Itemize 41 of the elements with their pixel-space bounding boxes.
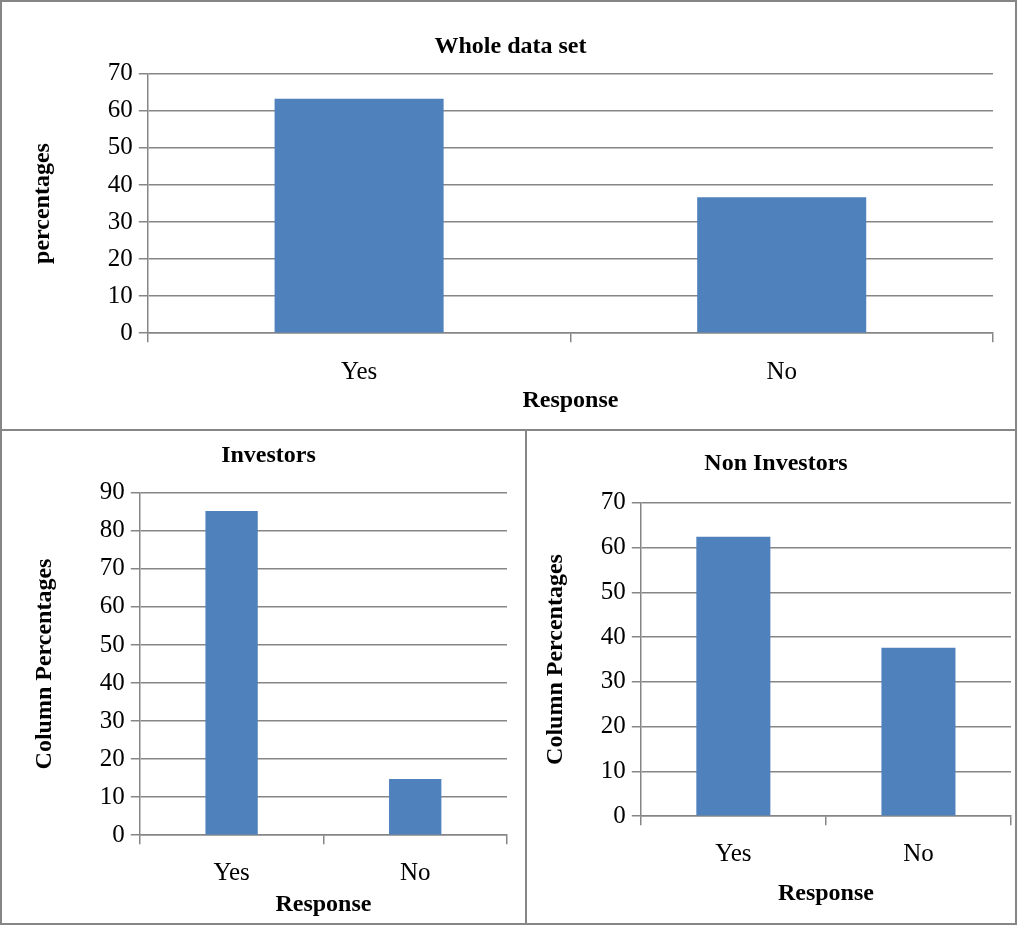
y-tick-label: 0 — [112, 819, 125, 847]
y-tick-label: 10 — [99, 781, 125, 809]
y-tick-label: 70 — [107, 58, 133, 86]
y-tick-label: 10 — [107, 280, 133, 308]
chart-title: Non Investors — [704, 448, 848, 475]
y-tick-label: 0 — [613, 800, 626, 828]
y-tick-label: 70 — [600, 487, 626, 515]
x-tick-label: No — [399, 857, 431, 885]
y-tick-label: 50 — [600, 576, 626, 604]
y-tick-label: 20 — [99, 743, 125, 771]
y-axis-title: Column Percentages — [29, 558, 56, 770]
y-tick-label: 60 — [99, 591, 125, 619]
y-tick-label: 60 — [600, 532, 626, 560]
y-tick-label: 40 — [600, 621, 626, 649]
x-axis-title: Response — [777, 878, 875, 905]
y-tick-label: 50 — [107, 132, 133, 160]
x-tick-label: No — [766, 356, 797, 384]
chart-title: Whole data set — [434, 31, 587, 58]
y-axis-title: Column Percentages — [540, 554, 567, 765]
y-tick-label: 80 — [99, 515, 125, 543]
y-tick-label: 30 — [600, 666, 626, 694]
chart-title: Investors — [221, 440, 316, 467]
y-tick-label: 60 — [107, 95, 133, 123]
x-tick-label: No — [903, 838, 934, 866]
y-tick-label: 20 — [107, 243, 133, 271]
y-tick-label: 90 — [99, 477, 125, 505]
x-tick-label: Yes — [715, 838, 752, 866]
y-tick-label: 40 — [107, 169, 133, 197]
x-tick-label: Yes — [340, 356, 378, 384]
y-tick-label: 20 — [600, 711, 626, 739]
y-tick-label: 50 — [99, 629, 125, 657]
y-tick-label: 30 — [107, 206, 133, 234]
y-tick-label: 10 — [600, 755, 626, 783]
y-tick-label: 40 — [99, 667, 125, 695]
y-tick-label: 0 — [120, 317, 133, 345]
y-axis-title: percentages — [27, 143, 54, 264]
x-tick-label: Yes — [213, 857, 250, 885]
x-axis-title: Response — [522, 385, 619, 412]
y-tick-label: 70 — [99, 553, 125, 581]
y-tick-label: 30 — [99, 705, 125, 733]
x-axis-title: Response — [275, 889, 372, 916]
